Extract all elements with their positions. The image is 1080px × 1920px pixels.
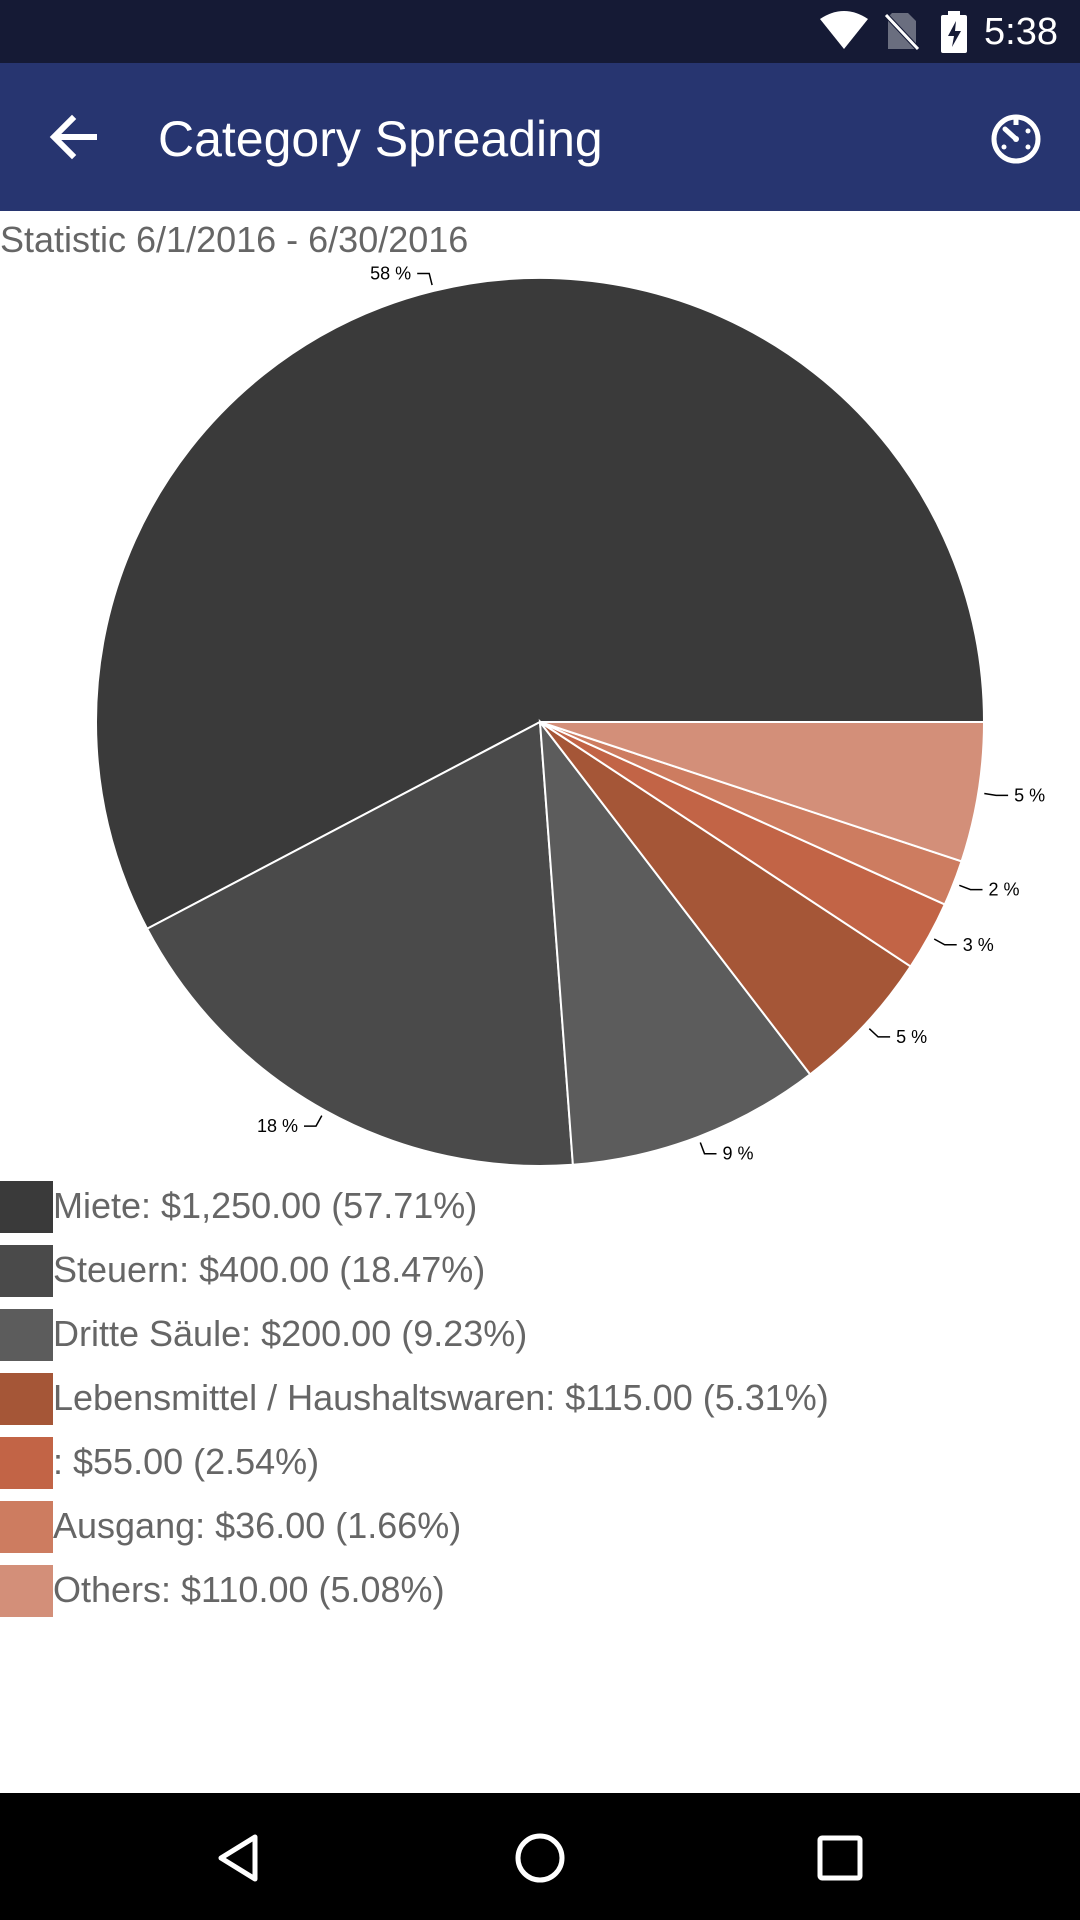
legend-label: Others: $110.00 (5.08%) [53,1569,445,1610]
page-title: Category Spreading [158,111,603,167]
legend-item: : $55.00 (2.54%) [0,1434,1080,1498]
pie-slice [95,276,986,931]
legend-swatch [0,1501,53,1553]
slice-percent-label: 3 % [963,935,994,955]
legend-item: Steuern: $400.00 (18.47%) [0,1242,1080,1306]
pie-slice [539,721,913,1076]
legend-label: Lebensmittel / Haushaltswaren: $115.00 (… [53,1377,829,1418]
slice-leader-line [304,1115,323,1127]
wifi-icon [820,11,868,49]
legend-label: Miete: $1,250.00 (57.71%) [53,1185,478,1226]
battery-charging-icon [941,11,967,53]
pie-slice [539,721,986,863]
slice-percent-label: 5 % [896,1027,927,1047]
legend-label: : $55.00 (2.54%) [53,1441,320,1482]
slice-leader-line [933,938,957,946]
legend-item: Ausgang: $36.00 (1.66%) [0,1498,1080,1562]
app-bar: Category Spreading [0,63,1080,211]
legend-item: Dritte Säule: $200.00 (9.23%) [0,1306,1080,1370]
slice-leader-line [959,884,983,891]
navigation-bar [0,1793,1080,1920]
legend-label: Ausgang: $36.00 (1.66%) [53,1505,462,1546]
pie-slice [538,718,812,1166]
pie-chart: 58 % 18 % 9 % 5 % 3 % 2 % 5 % [95,264,1045,1167]
slice-leader-line [984,792,1009,797]
slice-leader-line [417,272,433,286]
arrow-back-icon[interactable] [44,107,104,167]
status-time: 5:38 [984,11,1058,53]
slice-leader-line [868,1028,891,1038]
legend-item: Lebensmittel / Haushaltswaren: $115.00 (… [0,1370,1080,1434]
back-triangle-icon[interactable] [205,1823,275,1893]
legend-item: Others: $110.00 (5.08%) [0,1562,1080,1626]
pie-slice [145,720,574,1167]
slice-percent-label: 9 % [723,1144,754,1164]
legend-swatch [0,1245,53,1297]
legend-swatch [0,1437,53,1489]
legend-label: Steuern: $400.00 (18.47%) [53,1249,486,1290]
status-bar: 5:38 [0,0,1080,63]
legend-swatch [0,1181,53,1233]
slice-leader-line [699,1142,717,1155]
slice-percent-label: 18 % [257,1116,298,1136]
statistic-period: Statistic 6/1/2016 - 6/30/2016 [0,219,469,260]
legend-item: Miete: $1,250.00 (57.71%) [0,1178,1080,1242]
legend-swatch [0,1373,53,1425]
slice-percent-label: 58 % [370,264,411,284]
legend-swatch [0,1565,53,1617]
timer-icon[interactable] [986,107,1046,167]
no-sim-icon [884,13,920,51]
slice-percent-label: 2 % [989,880,1020,900]
slice-percent-label: 5 % [1014,785,1045,805]
legend-swatch [0,1309,53,1361]
chart-legend: Miete: $1,250.00 (57.71%) Steuern: $400.0… [0,1178,1080,1626]
home-circle-icon[interactable] [505,1823,575,1893]
legend-label: Dritte Säule: $200.00 (9.23%) [53,1313,528,1354]
recents-square-icon[interactable] [805,1823,875,1893]
